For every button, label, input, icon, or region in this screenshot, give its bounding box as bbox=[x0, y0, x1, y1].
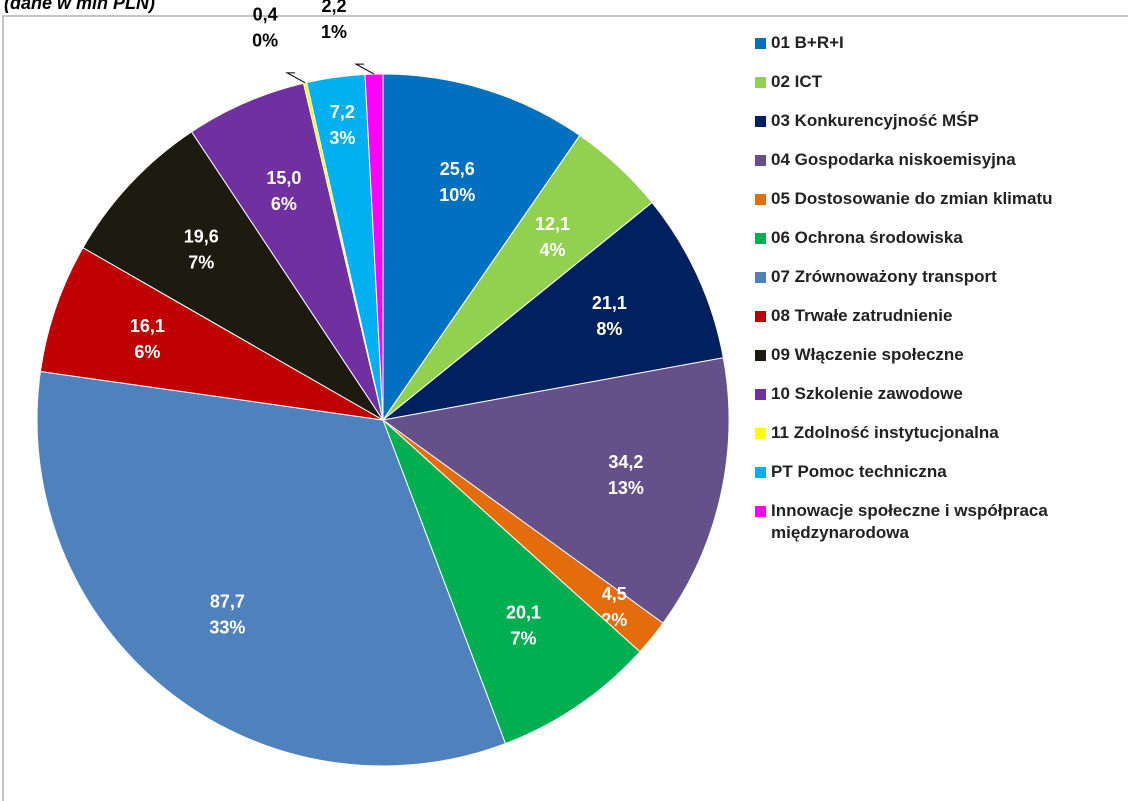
percent-label: 1% bbox=[321, 22, 347, 42]
legend-label: 09 Włączenie społeczne bbox=[771, 345, 964, 364]
legend: 01 B+R+I 02 ICT 03 Konkurencyjność MŚP 04 G… bbox=[755, 32, 1125, 561]
legend-item: 10 Szkolenie zawodowe bbox=[755, 383, 1125, 405]
legend-swatch bbox=[755, 38, 766, 49]
percent-label: 13% bbox=[608, 478, 644, 498]
legend-swatch bbox=[755, 194, 766, 205]
percent-label: 6% bbox=[271, 194, 297, 214]
percent-label: 7% bbox=[188, 252, 214, 272]
legend-label: 10 Szkolenie zawodowe bbox=[771, 384, 963, 403]
value-label: 34,2 bbox=[608, 452, 643, 472]
legend-label: 04 Gospodarka niskoemisyjna bbox=[771, 150, 1016, 169]
value-label: 0,4 bbox=[253, 5, 278, 25]
value-label: 15,0 bbox=[266, 168, 301, 188]
pie-slice bbox=[36, 370, 507, 767]
legend-item: 01 B+R+I bbox=[755, 32, 1125, 54]
legend-item: 07 Zrównoważony transport bbox=[755, 266, 1125, 288]
percent-label: 4% bbox=[539, 240, 565, 260]
legend-item: Innowacje społeczne i współpraca międzyn… bbox=[755, 500, 1125, 544]
legend-swatch bbox=[755, 428, 766, 439]
pie-slice bbox=[382, 201, 724, 421]
legend-item: 11 Zdolność instytucjonalna bbox=[755, 422, 1125, 444]
value-label: 25,6 bbox=[440, 159, 475, 179]
legend-swatch bbox=[755, 272, 766, 283]
value-label: 12,1 bbox=[535, 214, 570, 234]
legend-label: Innowacje społeczne i współpraca międzyn… bbox=[771, 501, 1048, 542]
legend-label: 07 Zrównoważony transport bbox=[771, 267, 997, 286]
pie-slice bbox=[381, 357, 730, 624]
legend-swatch bbox=[755, 311, 766, 322]
pie-slice bbox=[382, 73, 581, 422]
percent-label: 6% bbox=[134, 342, 160, 362]
value-label: 7,2 bbox=[330, 102, 355, 122]
legend-label: 08 Trwałe zatrudnienie bbox=[771, 306, 953, 325]
legend-label: 06 Ochrona środowiska bbox=[771, 228, 963, 247]
chart-title: (dane w mln PLN) bbox=[4, 0, 155, 13]
value-label: 20,1 bbox=[506, 602, 541, 622]
percent-label: 33% bbox=[209, 617, 245, 637]
legend-label: 11 Zdolność instytucjonalna bbox=[771, 423, 999, 442]
pie-slice bbox=[39, 247, 384, 421]
percent-label: 0% bbox=[252, 31, 278, 51]
pie-slice bbox=[82, 131, 384, 421]
legend-label: 01 B+R+I bbox=[771, 33, 844, 52]
percent-label: 8% bbox=[596, 319, 622, 339]
pie-slice bbox=[382, 419, 641, 745]
legend-swatch bbox=[755, 506, 766, 517]
value-label: 4,5 bbox=[602, 584, 627, 604]
legend-item: 09 Włączenie społeczne bbox=[755, 344, 1125, 366]
legend-item: 05 Dostosowanie do zmian klimatu bbox=[755, 188, 1125, 210]
percent-label: 7% bbox=[511, 628, 537, 648]
legend-item: 04 Gospodarka niskoemisyjna bbox=[755, 149, 1125, 171]
leader-line bbox=[285, 72, 306, 84]
leader-line bbox=[354, 63, 375, 75]
value-label: 2,2 bbox=[321, 0, 346, 16]
legend-label: 03 Konkurencyjność MŚP bbox=[771, 111, 979, 130]
percent-label: 3% bbox=[329, 128, 355, 148]
percent-label: 10% bbox=[439, 185, 475, 205]
value-label: 21,1 bbox=[592, 293, 627, 313]
legend-swatch bbox=[755, 77, 766, 88]
value-label: 16,1 bbox=[130, 316, 165, 336]
legend-item: 08 Trwałe zatrudnienie bbox=[755, 305, 1125, 327]
frame bbox=[2, 15, 1128, 801]
legend-swatch bbox=[755, 350, 766, 361]
value-label: 87,7 bbox=[210, 591, 245, 611]
legend-swatch bbox=[755, 233, 766, 244]
legend-item: 03 Konkurencyjność MŚP bbox=[755, 110, 1125, 132]
legend-label: 05 Dostosowanie do zmian klimatu bbox=[771, 189, 1053, 208]
legend-label: 02 ICT bbox=[771, 72, 823, 91]
legend-item: 02 ICT bbox=[755, 71, 1125, 93]
legend-swatch bbox=[755, 155, 766, 166]
value-label: 19,6 bbox=[184, 226, 219, 246]
legend-label: PT Pomoc techniczna bbox=[771, 462, 947, 481]
legend-item: PT Pomoc techniczna bbox=[755, 461, 1125, 483]
legend-swatch bbox=[755, 389, 766, 400]
legend-item: 06 Ochrona środowiska bbox=[755, 227, 1125, 249]
legend-swatch bbox=[755, 116, 766, 127]
legend-swatch bbox=[755, 467, 766, 478]
